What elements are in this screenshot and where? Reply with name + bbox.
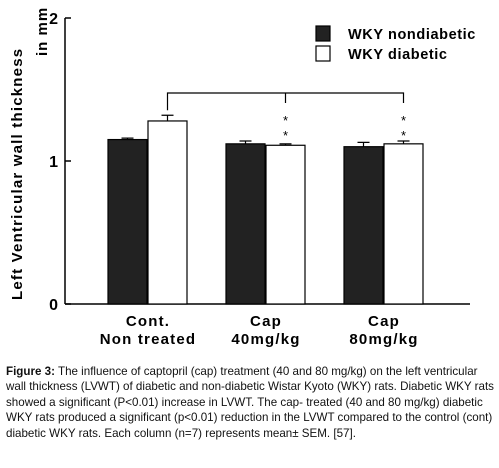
x-tick-label: Cont.: [126, 313, 170, 330]
caption-text: The influence of captopril (cap) treatme…: [6, 365, 494, 440]
caption: Figure 3: The influence of captopril (ca…: [6, 364, 494, 441]
x-tick-label: Cap: [368, 313, 400, 330]
error-bar: [397, 140, 410, 144]
bar: [265, 144, 306, 305]
error-bar: [239, 140, 252, 144]
x-tick-label: Non treated: [100, 331, 197, 348]
significance-mark: *: [283, 113, 288, 128]
legend-swatch: [315, 25, 331, 42]
y-axis-label: Left Ventricular wall thickness: [9, 48, 26, 300]
legend-swatch: [315, 45, 331, 62]
legend-label: WKY diabetic: [348, 47, 448, 63]
bar: [383, 143, 424, 305]
y-tick-label: 0: [49, 297, 58, 314]
bracket: [166, 92, 405, 111]
legend-label: WKY nondiabetic: [348, 27, 476, 43]
bar: [107, 138, 148, 305]
error-bar: [161, 114, 174, 121]
error-bar: [357, 141, 370, 147]
y-tick-label: 2: [49, 11, 58, 28]
bar: [225, 143, 266, 305]
bar: [343, 146, 384, 305]
chart: 0 1 2 Left Ventricular wall thickness in mm C…: [9, 7, 476, 348]
bar: [147, 120, 188, 305]
y-tick-label: 1: [49, 154, 58, 171]
error-bar: [121, 137, 134, 140]
x-tick-label: 80mg/kg: [349, 331, 418, 348]
significance-mark: *: [283, 128, 288, 143]
x-tick-label: 40mg/kg: [231, 331, 300, 348]
y-axis-label: in mm: [34, 7, 51, 56]
caption-label: Figure 3:: [6, 365, 55, 378]
x-tick-label: Cap: [250, 313, 282, 330]
error-bar: [279, 143, 292, 146]
significance-mark: *: [401, 128, 406, 143]
significance-mark: *: [401, 113, 406, 128]
